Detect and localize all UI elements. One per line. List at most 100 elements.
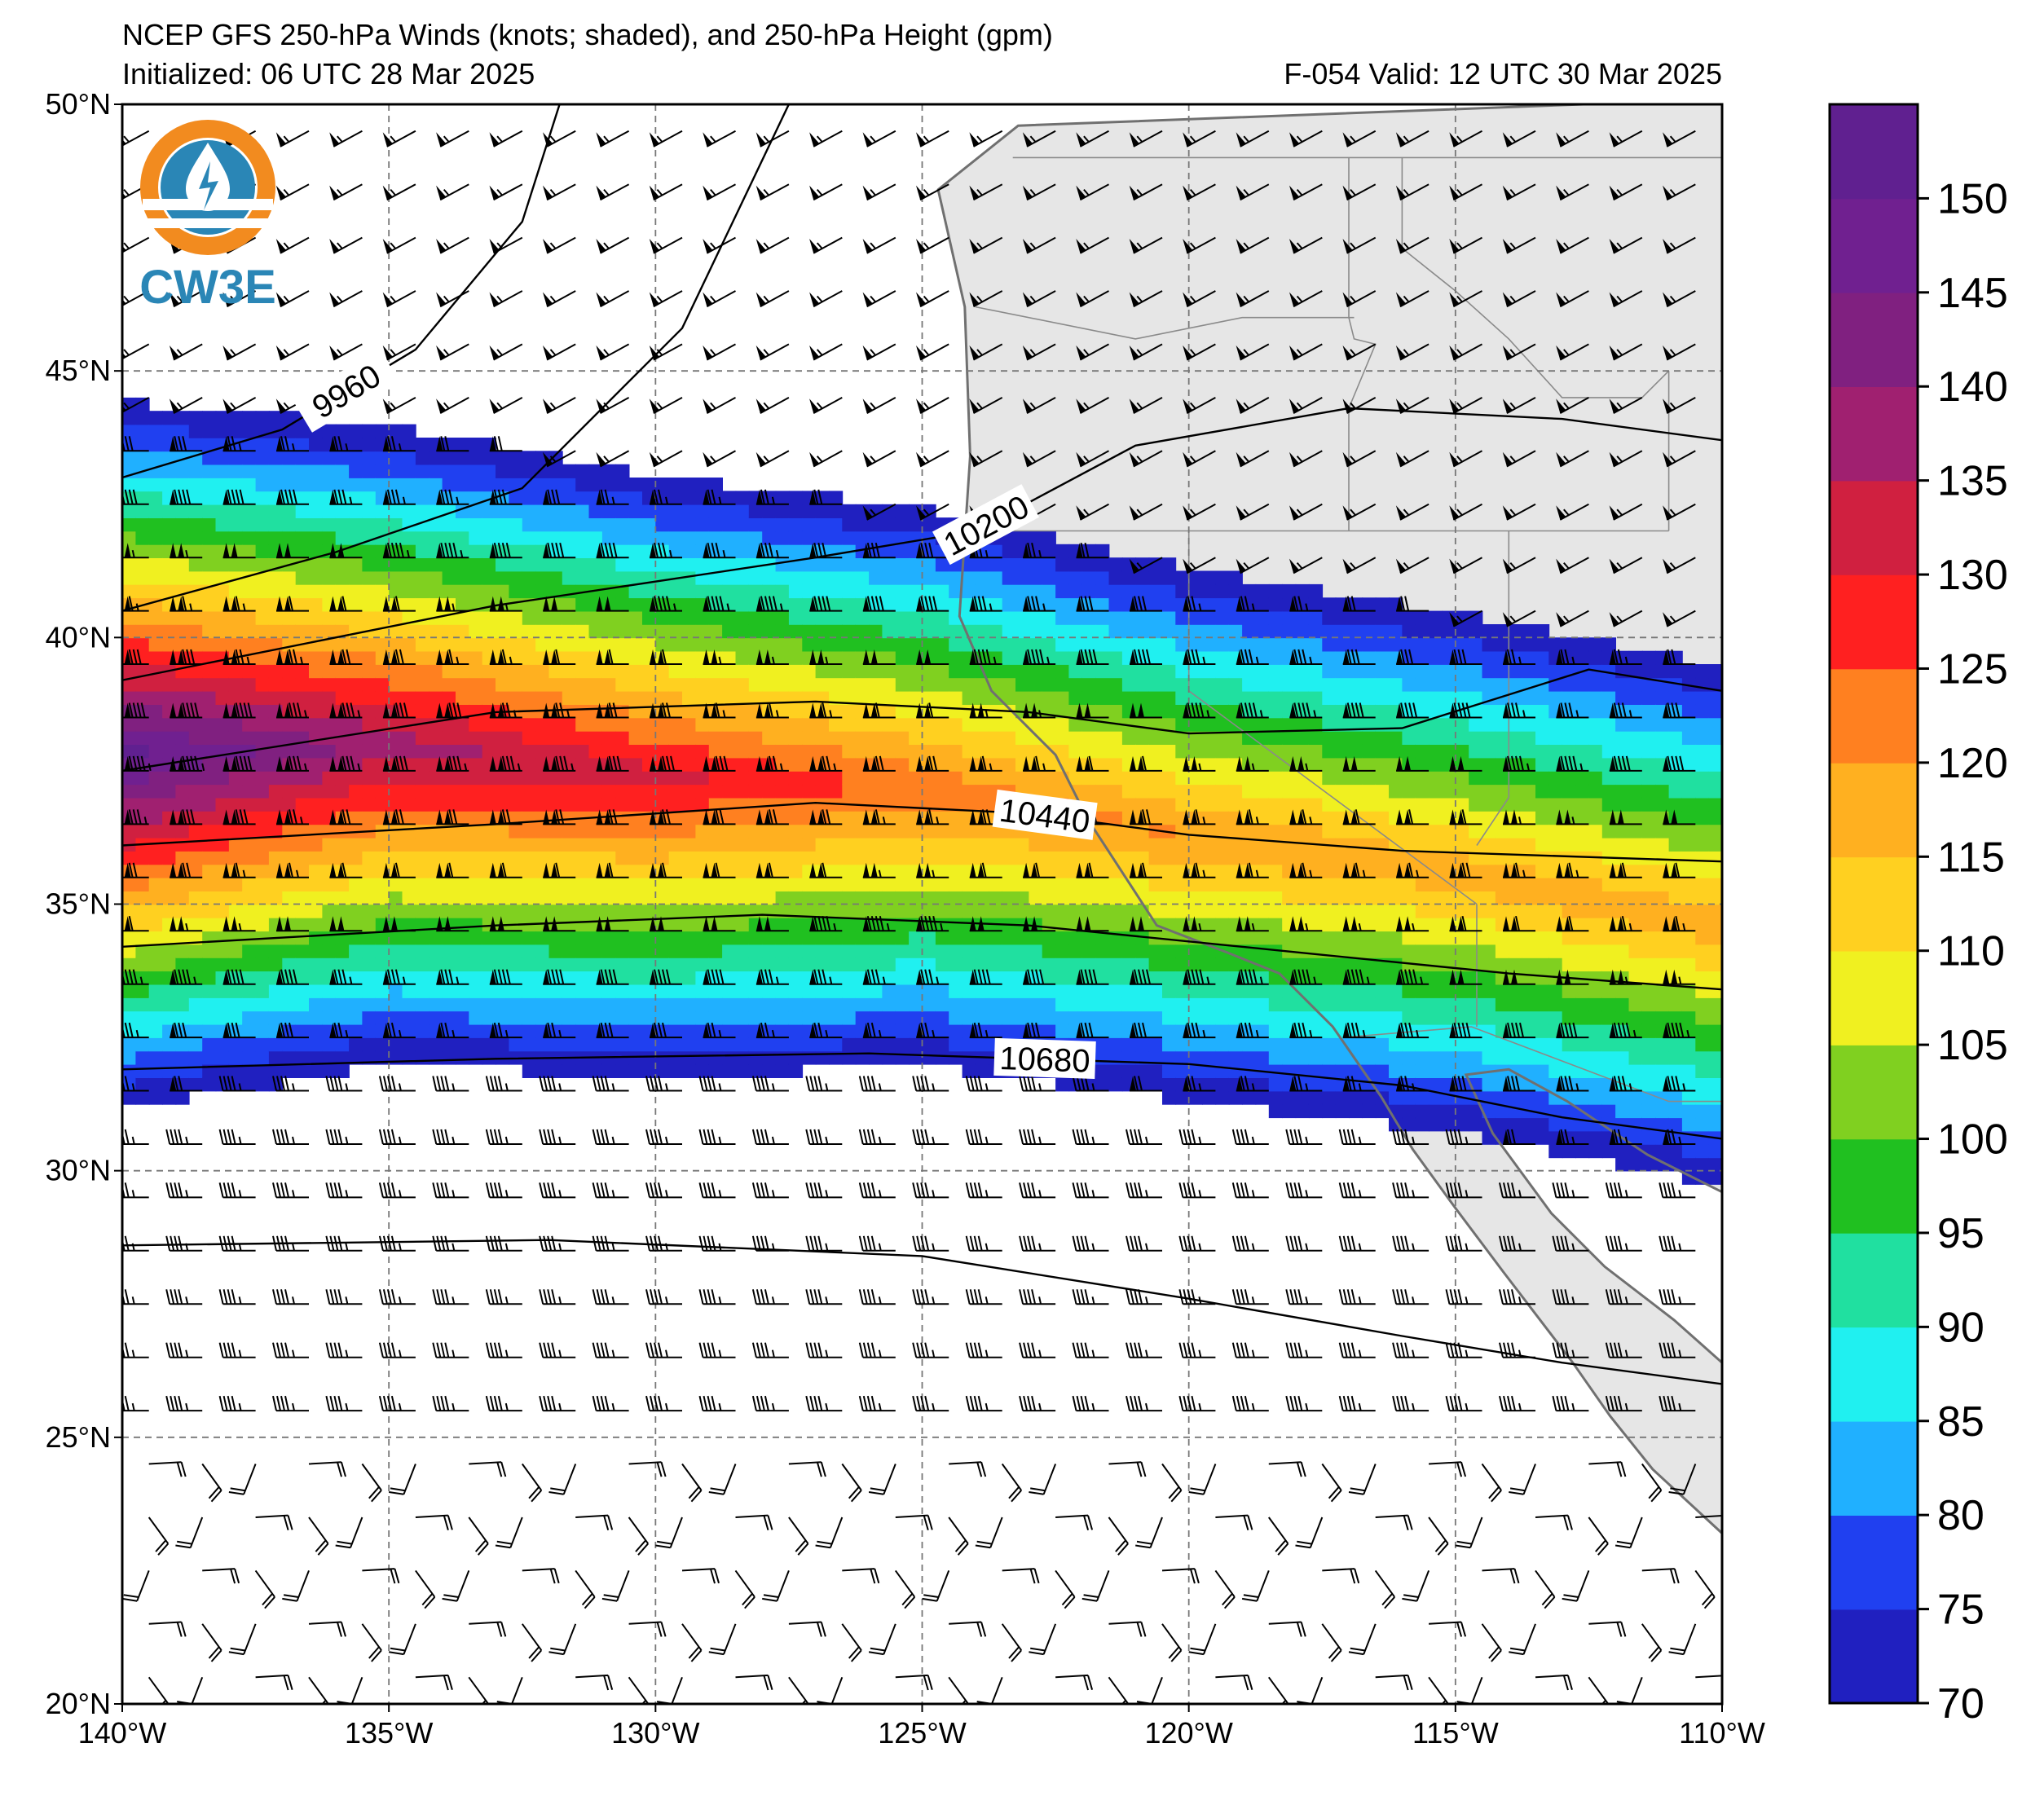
wind-barb bbox=[1395, 343, 1429, 361]
wind-barb bbox=[276, 436, 309, 452]
wind-barb bbox=[1556, 343, 1589, 361]
wind-barb bbox=[1108, 1676, 1129, 1704]
wind-barb bbox=[1076, 596, 1109, 612]
wind-barb bbox=[436, 542, 469, 559]
wind-barb bbox=[649, 236, 683, 254]
wind-barb bbox=[122, 649, 149, 665]
wind-barb bbox=[1449, 1022, 1482, 1039]
colorbar-tick-label: 120 bbox=[1937, 740, 2008, 787]
wind-barb bbox=[1605, 1395, 1642, 1412]
wind-barb bbox=[1108, 1621, 1147, 1637]
wind-barb bbox=[1342, 183, 1377, 201]
wind-barb bbox=[1609, 1129, 1642, 1145]
wind-barb bbox=[1129, 183, 1163, 201]
wind-barb bbox=[703, 290, 736, 308]
wind-barb bbox=[222, 702, 256, 719]
wind-barb bbox=[1609, 809, 1642, 825]
wind-barb bbox=[165, 1235, 203, 1252]
wind-barb bbox=[1285, 1182, 1323, 1199]
height-contour-10560 bbox=[122, 913, 1722, 991]
wind-barb bbox=[916, 702, 949, 719]
wind-barb bbox=[521, 1623, 543, 1662]
wind-barb bbox=[543, 596, 576, 612]
wind-barb bbox=[1055, 1569, 1076, 1609]
wind-barb bbox=[965, 1129, 1002, 1145]
wind-barb bbox=[862, 1022, 896, 1039]
wind-barb bbox=[1023, 755, 1056, 772]
wind-barb bbox=[1023, 862, 1056, 878]
wind-barb bbox=[489, 1022, 522, 1039]
wind-barb bbox=[1668, 1623, 1697, 1656]
wind-barb bbox=[218, 1289, 256, 1305]
colorbar-tick-label: 130 bbox=[1937, 552, 2008, 599]
wind-barb bbox=[868, 1464, 896, 1495]
wind-barb bbox=[218, 1342, 256, 1358]
colorbar-tick-label: 75 bbox=[1937, 1587, 1985, 1634]
wind-barb bbox=[329, 343, 363, 361]
wind-barb bbox=[949, 1621, 987, 1637]
wind-barb bbox=[1552, 1289, 1589, 1305]
wind-barb bbox=[969, 236, 1003, 254]
wind-barb bbox=[1129, 343, 1163, 361]
wind-barb bbox=[1609, 915, 1642, 932]
wind-barb bbox=[276, 596, 309, 612]
wind-barb bbox=[148, 1676, 170, 1704]
wind-barb bbox=[1503, 1129, 1535, 1145]
wind-barb bbox=[755, 1022, 789, 1039]
wind-barb bbox=[788, 1676, 809, 1704]
wind-barb bbox=[1183, 130, 1216, 147]
wind-barb bbox=[469, 1621, 507, 1637]
wind-barb bbox=[755, 397, 790, 414]
lon-tick-label: 115°W bbox=[1412, 1716, 1499, 1750]
wind-barb bbox=[436, 1022, 469, 1039]
wind-barb bbox=[255, 1674, 293, 1691]
colorbar-tick-label: 80 bbox=[1937, 1492, 1985, 1539]
wind-barb bbox=[272, 1182, 309, 1199]
wind-barb bbox=[916, 649, 949, 665]
wind-barb bbox=[1342, 596, 1376, 612]
wind-barb bbox=[1663, 610, 1696, 627]
wind-barb bbox=[912, 1235, 949, 1252]
wind-barb bbox=[122, 596, 149, 612]
wind-barb bbox=[809, 1022, 843, 1039]
wind-barb bbox=[1183, 809, 1216, 825]
wind-barb bbox=[1126, 1395, 1162, 1412]
wind-barb bbox=[1392, 1289, 1429, 1305]
wind-barb bbox=[916, 809, 949, 825]
wind-barb bbox=[1348, 1623, 1377, 1656]
height-contour-10680 bbox=[122, 1052, 1722, 1140]
colorbar-tick-label: 140 bbox=[1937, 363, 2008, 411]
wind-barb bbox=[1022, 290, 1056, 308]
wind-barb bbox=[1449, 969, 1482, 985]
wind-barb bbox=[1285, 1129, 1323, 1145]
wind-barb bbox=[975, 1516, 1003, 1549]
wind-barb bbox=[1395, 183, 1429, 201]
wind-barb bbox=[916, 183, 949, 201]
wind-barb bbox=[222, 436, 256, 452]
wind-barb bbox=[170, 596, 203, 612]
colorbar-block bbox=[1830, 574, 1918, 670]
wind-barb bbox=[788, 1516, 809, 1556]
height-contour-10200 bbox=[122, 407, 1722, 681]
wind-barb bbox=[485, 1395, 522, 1412]
wind-barb bbox=[969, 183, 1003, 201]
wind-barb bbox=[916, 542, 949, 559]
wind-barb bbox=[751, 1342, 789, 1358]
wind-barb bbox=[1130, 702, 1162, 719]
wind-barb bbox=[489, 862, 522, 878]
wind-barb bbox=[809, 862, 843, 878]
wind-barb bbox=[485, 1129, 522, 1145]
wind-barb bbox=[1609, 862, 1642, 878]
wind-barb bbox=[916, 290, 949, 308]
wind-barb bbox=[1183, 862, 1216, 878]
wind-barb bbox=[1214, 1569, 1236, 1609]
wind-barb bbox=[862, 343, 896, 361]
wind-barb bbox=[969, 916, 1002, 932]
wind-barb bbox=[1641, 1463, 1663, 1503]
wind-barb bbox=[916, 596, 949, 612]
wind-barb bbox=[1072, 1342, 1109, 1358]
wind-barb bbox=[735, 1674, 773, 1691]
wind-barb bbox=[916, 236, 949, 254]
wind-barb bbox=[1449, 557, 1482, 574]
wind-barb bbox=[1241, 1570, 1270, 1602]
